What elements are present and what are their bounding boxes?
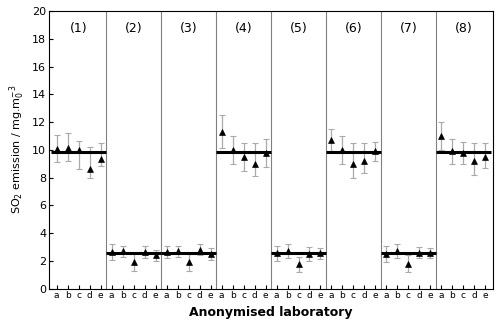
Point xyxy=(306,251,314,257)
Text: (8): (8) xyxy=(454,22,472,35)
Point xyxy=(284,249,292,254)
Point xyxy=(140,249,148,255)
Text: (5): (5) xyxy=(290,22,308,35)
Y-axis label: SO$_2$ emission / mg.m$_0^{-3}$: SO$_2$ emission / mg.m$_0^{-3}$ xyxy=(7,85,26,215)
Point xyxy=(438,133,446,139)
Point xyxy=(74,147,82,153)
Text: (2): (2) xyxy=(125,22,142,35)
Point xyxy=(404,261,412,266)
Point xyxy=(184,260,192,265)
Point xyxy=(262,150,270,155)
Point xyxy=(162,249,170,255)
Point xyxy=(470,158,478,164)
Point xyxy=(64,146,72,151)
Point xyxy=(52,146,60,152)
Point xyxy=(96,156,104,161)
Point xyxy=(482,154,490,159)
Text: (7): (7) xyxy=(400,22,417,35)
Text: (4): (4) xyxy=(234,22,252,35)
Text: (6): (6) xyxy=(344,22,362,35)
Point xyxy=(426,251,434,256)
Point xyxy=(382,251,390,257)
Point xyxy=(218,129,226,134)
Point xyxy=(272,251,280,256)
Point xyxy=(394,249,402,254)
Point xyxy=(448,149,456,154)
Point xyxy=(250,161,258,166)
Point xyxy=(360,158,368,164)
Point xyxy=(118,249,126,254)
Point xyxy=(350,161,358,166)
Point xyxy=(196,247,203,252)
Point xyxy=(460,150,468,155)
Point xyxy=(372,149,380,154)
Point xyxy=(338,147,346,153)
Point xyxy=(328,138,336,143)
Point xyxy=(294,262,302,267)
Point xyxy=(86,167,94,172)
Point xyxy=(108,249,116,255)
Point xyxy=(152,253,160,258)
Point xyxy=(316,251,324,256)
Point xyxy=(228,147,236,153)
Point xyxy=(130,260,138,265)
Text: (1): (1) xyxy=(70,22,87,35)
Point xyxy=(174,249,182,254)
Point xyxy=(206,251,214,257)
Point xyxy=(240,154,248,159)
Point xyxy=(416,250,424,255)
Text: (3): (3) xyxy=(180,22,198,35)
X-axis label: Anonymised laboratory: Anonymised laboratory xyxy=(190,306,353,319)
